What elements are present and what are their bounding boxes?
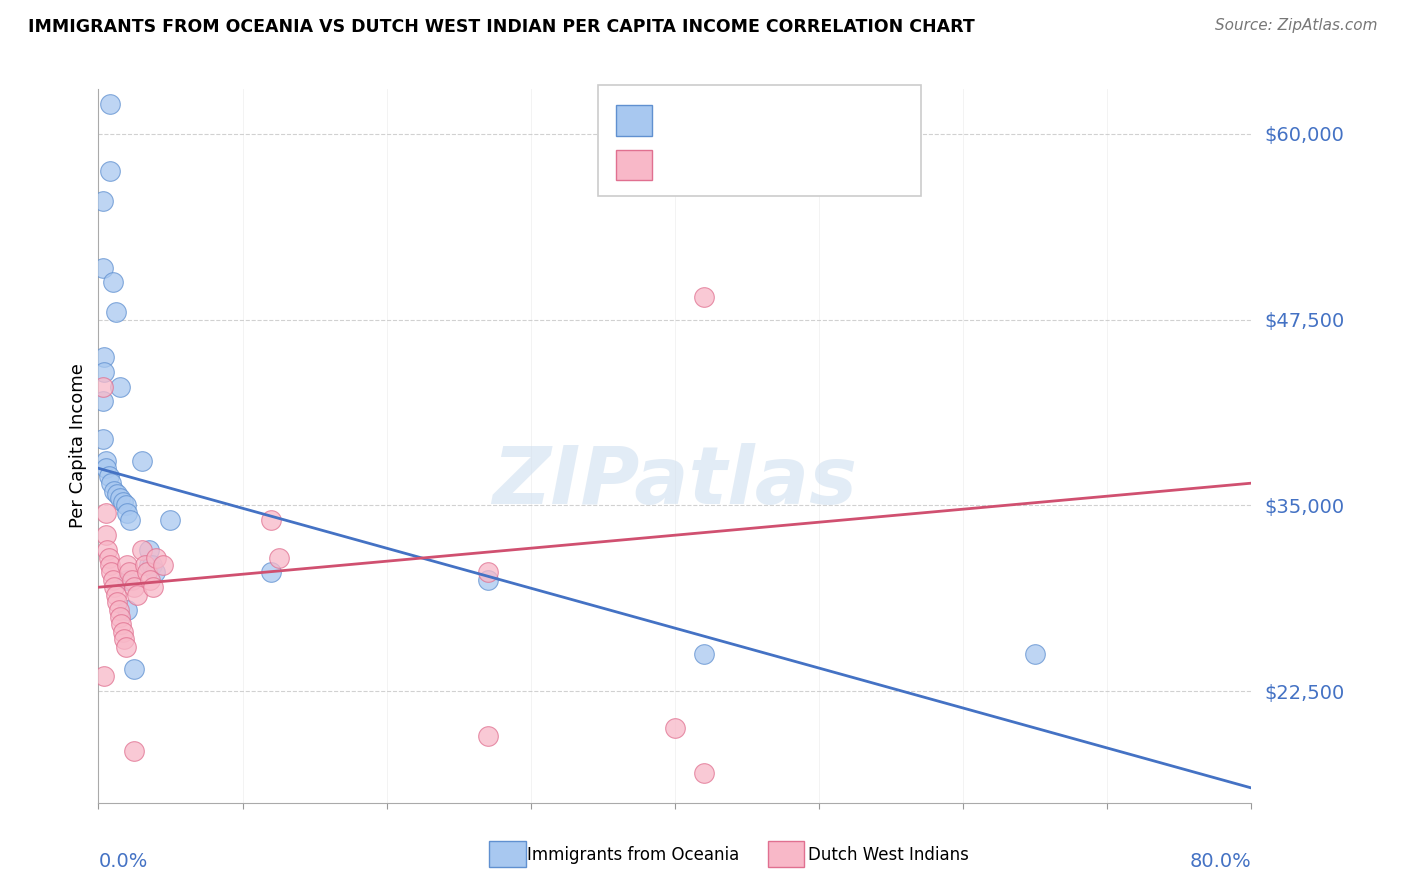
Text: Source: ZipAtlas.com: Source: ZipAtlas.com	[1215, 18, 1378, 33]
Point	[114, 499, 136, 513]
Point	[143, 566, 166, 580]
Point	[138, 558, 160, 572]
Point	[108, 491, 131, 505]
Point	[112, 632, 135, 647]
Text: Immigrants from Oceania: Immigrants from Oceania	[527, 846, 740, 863]
Point	[121, 573, 143, 587]
Point	[159, 513, 181, 527]
Point	[91, 194, 114, 208]
Point	[260, 566, 283, 580]
Point	[100, 476, 122, 491]
Point	[136, 566, 159, 580]
Point	[108, 379, 131, 393]
Point	[114, 640, 136, 654]
Point	[260, 513, 283, 527]
Point	[107, 602, 129, 616]
Point	[111, 624, 134, 639]
Point	[120, 513, 142, 527]
Point	[98, 97, 121, 112]
Point	[131, 543, 153, 558]
Point	[1024, 647, 1046, 661]
Point	[93, 669, 115, 683]
Point	[98, 558, 121, 572]
Point	[94, 461, 117, 475]
Point	[117, 602, 138, 616]
Point	[664, 722, 686, 736]
Point	[104, 588, 127, 602]
Point	[477, 566, 499, 580]
Point	[142, 580, 165, 594]
Point	[124, 662, 146, 676]
Point	[124, 580, 146, 594]
Text: R =  0.210: R = 0.210	[658, 155, 754, 173]
Text: 80.0%: 80.0%	[1189, 852, 1251, 871]
Point	[117, 558, 138, 572]
Point	[100, 566, 122, 580]
Point	[93, 365, 115, 379]
Point	[91, 432, 114, 446]
Point	[101, 573, 124, 587]
Point	[101, 276, 124, 290]
Point	[111, 495, 134, 509]
Point	[93, 350, 115, 364]
Point	[138, 543, 160, 558]
Point	[131, 454, 153, 468]
Point	[117, 573, 138, 587]
Point	[98, 164, 121, 178]
Point	[693, 647, 716, 661]
Point	[96, 543, 118, 558]
Point	[267, 550, 290, 565]
Point	[103, 580, 125, 594]
Point	[97, 550, 120, 565]
Point	[124, 744, 146, 758]
Text: R = -0.353: R = -0.353	[658, 111, 755, 128]
Text: N = 35: N = 35	[799, 111, 862, 128]
Point	[105, 595, 128, 609]
Point	[145, 550, 167, 565]
Point	[103, 483, 125, 498]
Point	[118, 566, 141, 580]
Point	[105, 486, 128, 500]
Point	[139, 573, 162, 587]
Point	[477, 729, 499, 743]
Point	[108, 610, 131, 624]
Point	[117, 506, 138, 520]
Text: Dutch West Indians: Dutch West Indians	[808, 846, 969, 863]
Point	[134, 558, 156, 572]
Point	[94, 528, 117, 542]
Point	[97, 468, 120, 483]
Text: IMMIGRANTS FROM OCEANIA VS DUTCH WEST INDIAN PER CAPITA INCOME CORRELATION CHART: IMMIGRANTS FROM OCEANIA VS DUTCH WEST IN…	[28, 18, 974, 36]
Point	[693, 290, 716, 304]
Text: 0.0%: 0.0%	[98, 852, 148, 871]
Point	[477, 573, 499, 587]
Point	[110, 617, 132, 632]
Point	[152, 558, 174, 572]
Point	[91, 379, 114, 393]
Point	[693, 766, 716, 780]
Text: N = 38: N = 38	[799, 155, 862, 173]
Point	[127, 588, 149, 602]
Point	[104, 305, 127, 319]
Point	[91, 394, 114, 409]
Point	[94, 454, 117, 468]
Y-axis label: Per Capita Income: Per Capita Income	[69, 364, 87, 528]
Point	[91, 260, 114, 275]
Text: ZIPatlas: ZIPatlas	[492, 442, 858, 521]
Point	[141, 558, 163, 572]
Point	[94, 506, 117, 520]
